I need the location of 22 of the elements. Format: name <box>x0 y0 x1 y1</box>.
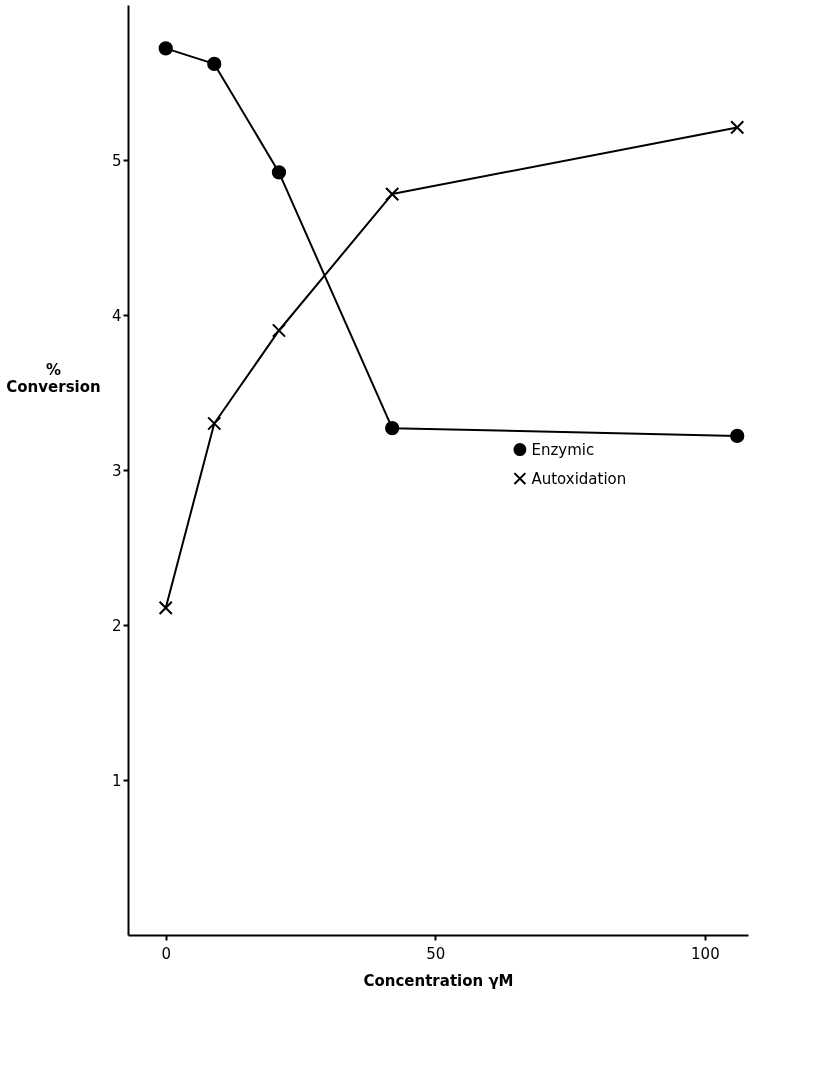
point <box>207 416 222 431</box>
point <box>271 165 287 180</box>
y-tick-label: 1 <box>111 771 122 790</box>
point <box>158 600 173 616</box>
legend-label: Autoxidation <box>531 469 627 488</box>
x-tick-label: 100 <box>691 944 720 963</box>
y-axis-title: % Conversion <box>6 360 101 396</box>
y-tick-label: 4 <box>111 306 122 325</box>
y-tick-label: 5 <box>111 151 122 170</box>
x-axis-title: Concentration γM <box>363 971 514 990</box>
point <box>730 120 745 135</box>
point <box>158 41 173 56</box>
point <box>207 56 222 72</box>
point <box>385 421 400 436</box>
x-tick-label: 0 <box>161 944 172 963</box>
point <box>385 186 400 202</box>
x-tick-label: 50 <box>426 944 446 963</box>
point <box>271 323 287 338</box>
point <box>730 428 745 444</box>
y-tick-label: 2 <box>111 616 122 635</box>
legend-label: Enzymic <box>531 440 595 459</box>
y-tick-label: 3 <box>111 461 122 480</box>
